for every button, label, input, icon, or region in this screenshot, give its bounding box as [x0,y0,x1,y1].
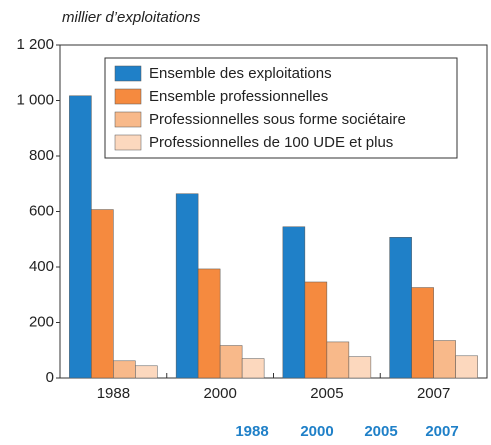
x-tick-label: 2007 [417,385,450,402]
y-tick-label: 400 [29,258,54,275]
bar [69,95,92,379]
legend-label: Professionnelles de 100 UDE et plus [149,134,393,151]
legend-label: Ensemble des exploitations [149,65,332,82]
x-tick-label: 2005 [310,385,343,402]
bar [326,341,350,379]
x-tick-label: 2000 [203,385,236,402]
legend-swatch [114,134,142,151]
bar [113,360,136,379]
bar [304,281,328,379]
bar [241,358,265,379]
x-tick-label: 1988 [97,385,130,402]
legend-label: Ensemble professionnelles [149,88,328,105]
y-tick-label: 600 [29,202,54,219]
y-tick-label: 1 200 [16,36,54,53]
bar [135,365,158,379]
bar [197,268,221,379]
legend-swatch [114,65,142,82]
y-axis-label: millier d’exploitations [62,9,201,26]
y-tick-label: 800 [29,147,54,164]
bar [348,356,372,379]
bar [389,237,412,379]
y-tick-label: 200 [29,313,54,330]
legend-swatch [114,111,142,128]
footer-year: 2007 [425,423,458,440]
y-tick-label: 1 000 [16,91,54,108]
legend-box [104,57,458,159]
footer-year: 1988 [235,423,268,440]
bar [282,226,306,379]
bar [433,340,456,379]
footer-year: 2000 [300,423,333,440]
bar [411,287,434,379]
footer-year: 2005 [364,423,397,440]
bar [455,355,478,379]
bar [175,193,199,379]
bar [91,209,114,379]
bar [219,345,243,379]
legend-label: Professionnelles sous forme sociétaire [149,111,406,128]
legend-swatch [114,88,142,105]
y-tick-label: 0 [46,369,54,386]
